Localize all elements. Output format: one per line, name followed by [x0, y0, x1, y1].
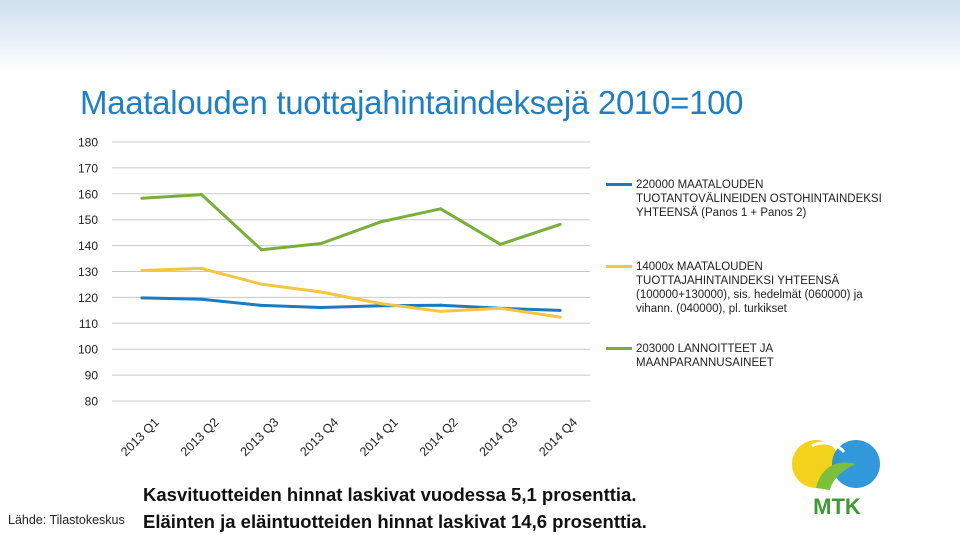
y-tick-label: 160 [78, 187, 98, 201]
data-point [319, 242, 323, 246]
data-point [259, 303, 263, 307]
y-tick-label: 150 [78, 213, 98, 227]
data-point [200, 193, 204, 197]
data-point [439, 207, 443, 211]
data-point [140, 268, 144, 272]
mtk-logo: MTK [792, 440, 880, 519]
x-tick-label: 2013 Q4 [297, 415, 341, 459]
y-tick-label: 90 [85, 369, 99, 383]
note-animals: Eläinten ja eläintuotteiden hinnat laski… [143, 511, 647, 532]
y-tick-label: 180 [78, 136, 98, 150]
legend-swatch [606, 183, 632, 186]
series-line-2 [141, 193, 561, 252]
data-point [319, 306, 323, 310]
data-point [200, 266, 204, 270]
data-point [558, 222, 562, 226]
legend-swatch [606, 347, 632, 350]
y-tick-label: 110 [79, 317, 98, 331]
data-point [379, 220, 383, 224]
page-title: Maatalouden tuottajahintaindeksejä 2010=… [80, 84, 744, 121]
x-tick-label: 2013 Q1 [118, 415, 162, 459]
x-tick-label: 2013 Q3 [238, 415, 282, 459]
data-point [498, 306, 502, 310]
legend-swatch [606, 265, 632, 268]
x-tick-label: 2013 Q2 [178, 415, 222, 459]
svg-text:MTK: MTK [813, 494, 861, 519]
note-crops: Kasvituotteiden hinnat laskivat vuodessa… [143, 484, 637, 505]
data-point [439, 309, 443, 313]
data-point [140, 296, 144, 300]
y-tick-label: 130 [78, 265, 98, 279]
data-point [558, 315, 562, 319]
data-point [200, 297, 204, 301]
data-point [558, 308, 562, 312]
data-point [259, 282, 263, 286]
y-tick-label: 100 [78, 343, 98, 357]
header-band [0, 0, 960, 72]
x-tick-label: 2014 Q4 [536, 415, 580, 459]
data-point [259, 248, 263, 252]
data-point [140, 196, 144, 200]
legend-label: 220000 MAATALOUDEN TUOTANTOVÄLINEIDEN OS… [636, 179, 882, 219]
y-tick-label: 80 [85, 395, 99, 409]
x-tick-label: 2014 Q3 [477, 415, 521, 459]
x-tick-label: 2014 Q2 [417, 415, 461, 459]
series-line-1 [141, 266, 561, 319]
y-tick-label: 120 [78, 291, 98, 305]
data-point [319, 290, 323, 294]
data-point [498, 242, 502, 246]
data-point [379, 302, 383, 306]
y-tick-label: 140 [78, 239, 98, 253]
source-label: Lähde: Tilastokeskus [8, 513, 125, 527]
x-tick-label: 2014 Q1 [357, 415, 401, 459]
data-point [439, 303, 443, 307]
y-tick-label: 170 [78, 161, 98, 175]
legend-label: 14000x MAATALOUDEN TUOTTAJAHINTAINDEKSI … [636, 261, 863, 315]
legend-label: 203000 LANNOITTEET JA MAANPARANNUSAINEET [636, 343, 774, 369]
